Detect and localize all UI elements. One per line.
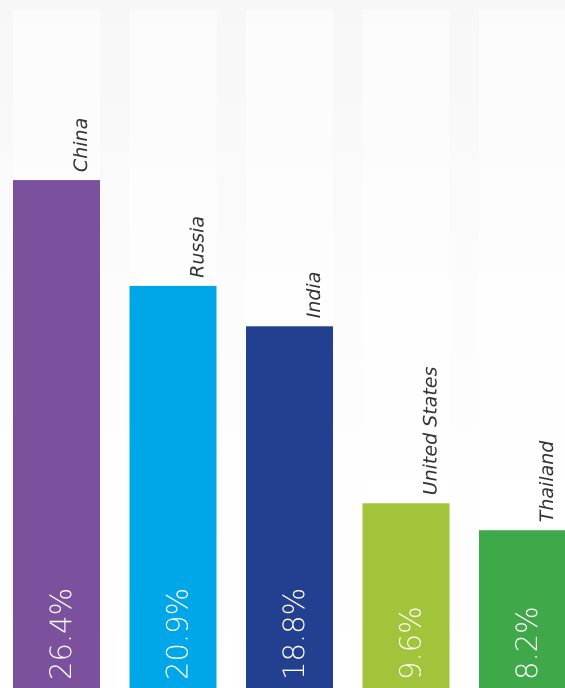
bar-value-label-india: 18.8% (277, 588, 311, 680)
bar-value-label-united-states: 9.6% (394, 606, 428, 680)
bar-category-label-united-states: United States (420, 367, 442, 496)
bar-category-label-thailand: Thailand (536, 440, 558, 523)
bar-india[interactable] (246, 326, 333, 688)
bar-category-label-india: India (303, 272, 325, 319)
bar-united-states[interactable] (362, 503, 450, 688)
bar-value-label-russia: 20.9% (161, 588, 195, 680)
bar-russia[interactable] (129, 285, 217, 688)
bar-thailand[interactable] (479, 530, 565, 688)
bar-category-label-russia: Russia (187, 216, 209, 278)
bar-value-label-china: 26.4% (44, 588, 78, 680)
bar-category-label-china: China (70, 118, 92, 172)
bar-china[interactable] (13, 180, 100, 688)
bar-value-label-thailand: 8.2% (510, 606, 544, 680)
